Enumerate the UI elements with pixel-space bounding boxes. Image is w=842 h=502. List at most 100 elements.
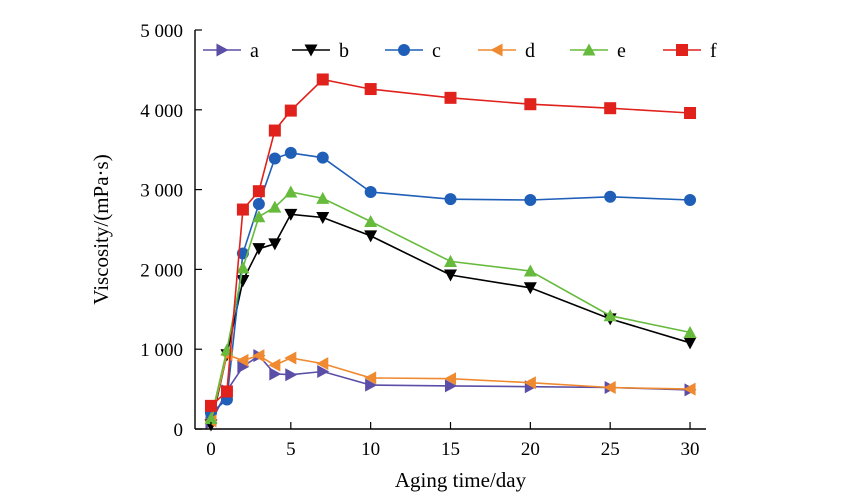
series-e-point [316, 191, 330, 204]
series-f-point [444, 91, 457, 104]
y-tick-label: 2 000 [140, 260, 183, 281]
legend-swatch-marker [490, 43, 503, 57]
legend-label: b [339, 40, 349, 62]
series-c-point [252, 197, 265, 210]
x-tick-label: 15 [441, 439, 460, 460]
legend-item-d: d [478, 40, 535, 62]
x-tick-label: 10 [361, 439, 380, 460]
series-e-point [268, 200, 282, 213]
series-d-point [683, 382, 696, 396]
y-axis-title: Viscosity/(mPa·s) [89, 154, 113, 304]
series-d-point [523, 376, 536, 390]
series-b-point [444, 269, 457, 282]
series-c-point [524, 193, 537, 206]
legend-label: c [432, 40, 441, 62]
series-a-point [444, 379, 457, 393]
x-tick-label: 5 [286, 439, 296, 460]
series-b [204, 208, 697, 432]
y-tick-label: 0 [174, 420, 184, 441]
series-f-point [236, 203, 249, 216]
series-layer [204, 73, 697, 432]
series-c-point [284, 146, 297, 159]
series-c-point [268, 152, 281, 165]
x-axis-title: Aging time/day [395, 468, 527, 492]
legend-swatch-marker [398, 44, 410, 56]
legend-label: e [617, 40, 626, 62]
series-f-point [252, 185, 265, 198]
series-d-point [364, 371, 377, 385]
series-c-point [604, 190, 617, 203]
series-b-point [523, 282, 537, 295]
series-e-point [252, 210, 266, 223]
series-f-point [684, 106, 697, 119]
x-tick-label: 30 [681, 439, 700, 460]
legend-label: d [525, 40, 535, 62]
series-e-point [204, 412, 218, 425]
series-d-point [444, 372, 457, 386]
series-f-line [210, 78, 691, 407]
series-e-point [284, 185, 298, 198]
series-f-point [220, 385, 233, 398]
series-c-point [444, 193, 457, 206]
series-b-point [252, 243, 266, 256]
series-f-point [204, 399, 217, 412]
series-f-point [268, 124, 281, 137]
series-b-point [683, 337, 697, 350]
series-e-point [364, 215, 378, 228]
series-e-point [603, 309, 617, 322]
x-tick-label: 20 [521, 439, 540, 460]
series-f-point [316, 73, 329, 86]
series-d-point [316, 357, 329, 371]
series-d-point [252, 349, 265, 363]
series-e-point [236, 261, 250, 274]
series-a-point [269, 367, 282, 381]
series-b-point [268, 238, 282, 251]
series-b-point [364, 230, 378, 243]
series-e-line [210, 191, 691, 419]
series-c-point [316, 151, 329, 164]
series-a-point [317, 365, 330, 379]
series-e [204, 185, 697, 425]
series-c-point [684, 193, 697, 206]
series-f-point [604, 102, 617, 115]
y-tick-label: 5 000 [140, 21, 183, 42]
series-a-point [285, 368, 298, 382]
ticks-layer: 0 5 10 15 20 25 30 0 1 000 2 000 3 000 4 000 5 000 [140, 21, 699, 460]
series-b-line [210, 213, 691, 426]
legend-label: f [710, 40, 717, 62]
y-tick-label: 4 000 [140, 101, 183, 122]
legend-swatch-marker [304, 44, 318, 57]
series-b-point [236, 275, 250, 288]
series-f-point [284, 104, 297, 117]
legend-swatch-marker [582, 43, 596, 56]
series-d-point [236, 353, 249, 367]
series-d-point [603, 381, 616, 395]
legend-item-a: a [203, 40, 259, 62]
series-f [204, 73, 697, 412]
y-tick-label: 3 000 [140, 181, 183, 202]
x-tick-label: 25 [601, 439, 620, 460]
series-e-point [683, 325, 697, 338]
series-b-point [316, 212, 330, 225]
series-a-point [237, 360, 250, 374]
series-b-point [284, 208, 298, 221]
legend-swatch-marker [676, 44, 688, 56]
legend-item-f: f [663, 40, 717, 62]
legend: a b c d e f [203, 40, 717, 62]
series-f-point [364, 83, 377, 96]
series-e-point [444, 254, 457, 267]
legend-item-b: b [292, 40, 349, 62]
legend-label: a [250, 40, 259, 62]
legend-item-c: c [385, 40, 441, 62]
series-e-point [523, 264, 537, 277]
legend-swatch-marker [216, 43, 229, 57]
x-tick-label: 0 [206, 439, 216, 460]
y-tick-label: 1 000 [140, 340, 183, 361]
series-d-point [284, 351, 297, 365]
series-f-point [524, 98, 537, 111]
series-c-point [364, 185, 377, 198]
series-a-point [365, 378, 378, 392]
legend-item-e: e [570, 40, 626, 62]
